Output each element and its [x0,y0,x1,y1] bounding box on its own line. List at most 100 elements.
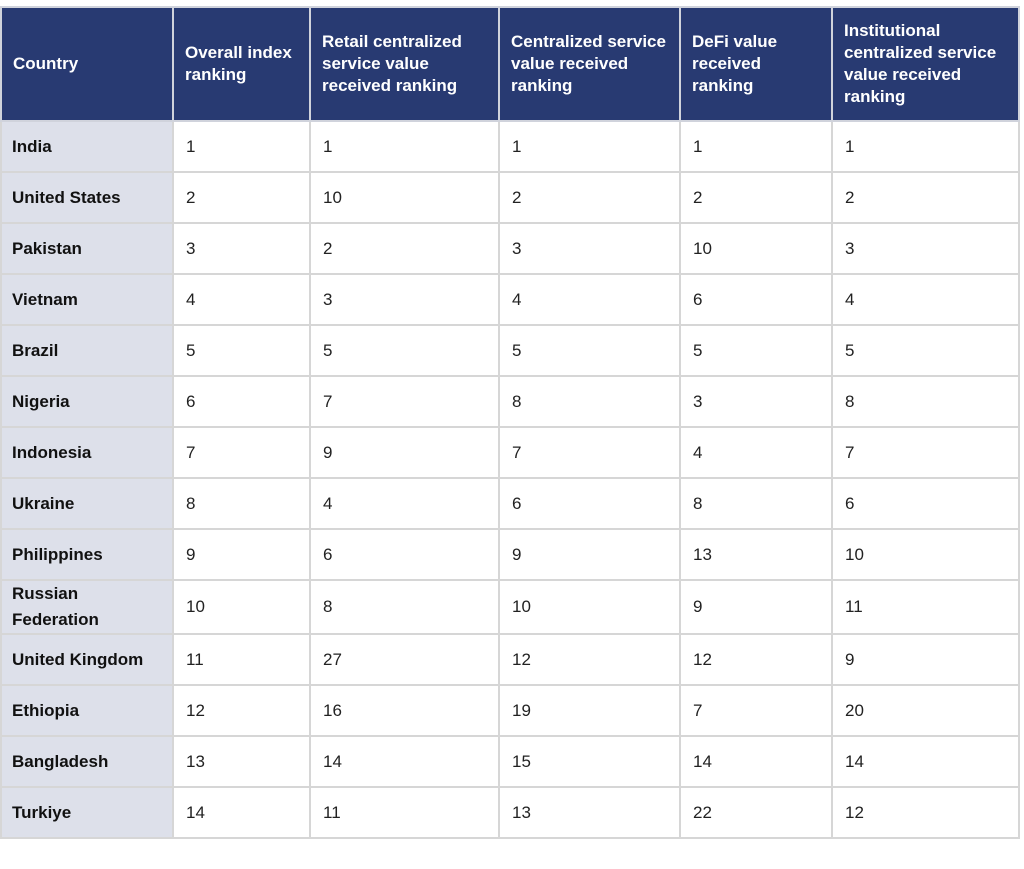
rank-cell: 6 [679,273,833,326]
rank-cell: 13 [679,528,833,581]
rank-cell: 2 [831,171,1020,224]
table-body: India 1 1 1 1 1 United States 2 10 2 2 2 Pakistan 3 2 3… [0,120,1020,839]
rank-cell: 10 [172,579,311,635]
rank-cell: 8 [831,375,1020,428]
table-row: United States 2 10 2 2 2 [0,171,1020,224]
country-cell: Russian Federation [0,579,174,635]
header-row: Country Overall index ranking Retail centr… [0,6,1020,122]
rank-cell: 6 [831,477,1020,530]
country-cell: Indonesia [0,426,174,479]
rank-cell: 2 [309,222,500,275]
rank-cell: 7 [679,684,833,737]
rank-cell: 9 [309,426,500,479]
header-cell: DeFi value received ranking [679,6,833,122]
rank-cell: 9 [172,528,311,581]
table-row: Pakistan 3 2 3 10 3 [0,222,1020,275]
rank-cell: 14 [679,735,833,788]
rank-cell: 20 [831,684,1020,737]
rank-cell: 11 [831,579,1020,635]
rank-cell: 11 [172,633,311,686]
rank-cell: 5 [309,324,500,377]
rank-cell: 4 [498,273,681,326]
rank-cell: 12 [679,633,833,686]
table-row: Philippines 9 6 9 13 10 [0,528,1020,581]
rank-cell: 14 [831,735,1020,788]
rank-cell: 6 [309,528,500,581]
rank-cell: 3 [831,222,1020,275]
rank-cell: 1 [498,120,681,173]
rank-cell: 1 [309,120,500,173]
country-cell: Philippines [0,528,174,581]
rank-cell: 27 [309,633,500,686]
country-cell: Bangladesh [0,735,174,788]
rank-cell: 12 [498,633,681,686]
rank-cell: 8 [172,477,311,530]
rank-cell: 6 [498,477,681,530]
rank-cell: 9 [679,579,833,635]
country-cell: United Kingdom [0,633,174,686]
rank-cell: 5 [498,324,681,377]
rank-cell: 10 [309,171,500,224]
rank-cell: 2 [498,171,681,224]
rank-cell: 8 [309,579,500,635]
country-cell: Pakistan [0,222,174,275]
table-row: Ukraine 8 4 6 8 6 [0,477,1020,530]
rank-cell: 4 [831,273,1020,326]
rank-cell: 4 [309,477,500,530]
table-row: Russian Federation 10 8 10 9 11 [0,579,1020,635]
rank-cell: 1 [831,120,1020,173]
table-row: Bangladesh 13 14 15 14 14 [0,735,1020,788]
header-cell: Centralized service value received ranki… [498,6,681,122]
header-cell: Retail centralized service value receive… [309,6,500,122]
rank-cell: 14 [172,786,311,839]
rank-cell: 19 [498,684,681,737]
header-cell: Institutional centralized service value … [831,6,1020,122]
rank-cell: 11 [309,786,500,839]
rank-cell: 13 [498,786,681,839]
rank-cell: 8 [679,477,833,530]
table-row: Turkiye 14 11 13 22 12 [0,786,1020,839]
table-row: Indonesia 7 9 7 4 7 [0,426,1020,479]
rank-cell: 12 [831,786,1020,839]
country-cell: Brazil [0,324,174,377]
header-cell: Country [0,6,174,122]
rank-cell: 1 [679,120,833,173]
table-row: Ethiopia 12 16 19 7 20 [0,684,1020,737]
rank-cell: 16 [309,684,500,737]
country-cell: India [0,120,174,173]
table-row: Brazil 5 5 5 5 5 [0,324,1020,377]
ranking-table: Country Overall index ranking Retail centr… [0,6,1020,839]
table-container: Country Overall index ranking Retail centr… [0,6,1020,839]
country-cell: Vietnam [0,273,174,326]
rank-cell: 9 [498,528,681,581]
table-row: Vietnam 4 3 4 6 4 [0,273,1020,326]
table-row: India 1 1 1 1 1 [0,120,1020,173]
rank-cell: 8 [498,375,681,428]
rank-cell: 4 [679,426,833,479]
rank-cell: 3 [172,222,311,275]
rank-cell: 3 [309,273,500,326]
rank-cell: 14 [309,735,500,788]
rank-cell: 10 [679,222,833,275]
rank-cell: 12 [172,684,311,737]
rank-cell: 5 [831,324,1020,377]
rank-cell: 7 [172,426,311,479]
rank-cell: 7 [831,426,1020,479]
country-cell: United States [0,171,174,224]
rank-cell: 15 [498,735,681,788]
country-cell: Nigeria [0,375,174,428]
rank-cell: 5 [172,324,311,377]
country-cell: Ethiopia [0,684,174,737]
rank-cell: 7 [309,375,500,428]
table-row: United Kingdom 11 27 12 12 9 [0,633,1020,686]
rank-cell: 3 [679,375,833,428]
country-cell: Turkiye [0,786,174,839]
rank-cell: 5 [679,324,833,377]
rank-cell: 2 [172,171,311,224]
rank-cell: 7 [498,426,681,479]
rank-cell: 22 [679,786,833,839]
rank-cell: 1 [172,120,311,173]
rank-cell: 4 [172,273,311,326]
rank-cell: 6 [172,375,311,428]
